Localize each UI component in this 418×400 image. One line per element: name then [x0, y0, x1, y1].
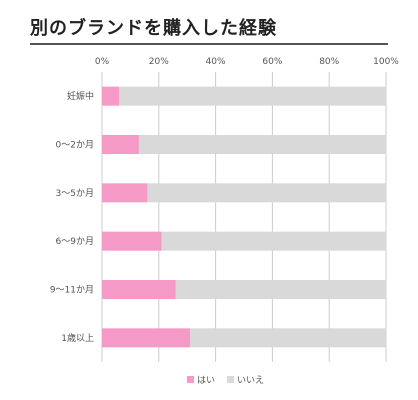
category-label: 6〜9か月 [56, 236, 94, 247]
chart-title: 別のブランドを購入した経験 [30, 18, 277, 39]
bar-segment-no [119, 86, 386, 106]
bar-segment-yes [102, 280, 176, 299]
bars [102, 86, 386, 348]
bar-segment-no [175, 280, 386, 299]
bar-segment-no [147, 183, 386, 203]
bar-segment-yes [102, 183, 148, 203]
legend-label: いいえ [237, 375, 264, 386]
bar-segment-yes [102, 135, 139, 154]
legend-label: はい [197, 375, 215, 386]
x-tick-label: 40% [206, 57, 226, 67]
x-tick-labels: 0% 20% 40% 60% 80% 100% [95, 57, 399, 67]
legend-swatch [227, 376, 234, 383]
category-label: 3〜5か月 [56, 188, 94, 199]
x-tick-label: 20% [149, 57, 169, 67]
x-tick-label: 60% [262, 57, 282, 67]
bar-segment-no [138, 135, 386, 154]
x-tick-label: 80% [319, 57, 339, 67]
legend: はい いいえ [187, 375, 264, 386]
category-label: 妊娠中 [67, 90, 94, 102]
category-label: 0〜2か月 [56, 140, 94, 151]
bar-segment-yes [102, 86, 120, 106]
title-underline [30, 43, 388, 45]
bar-segment-yes [102, 231, 162, 251]
x-tick-label: 100% [373, 57, 399, 67]
grid-lines [101, 72, 387, 362]
category-label: 9〜11か月 [50, 285, 94, 296]
bar-segment-no [190, 328, 386, 348]
category-labels: 妊娠中 0〜2か月 3〜5か月 6〜9か月 9〜11か月 1歳以上 [50, 90, 94, 344]
legend-swatch [187, 376, 194, 383]
category-label: 1歳以上 [61, 332, 94, 344]
x-tick-label: 0% [95, 57, 110, 67]
bar-segment-yes [102, 328, 191, 348]
bar-segment-no [161, 231, 386, 251]
